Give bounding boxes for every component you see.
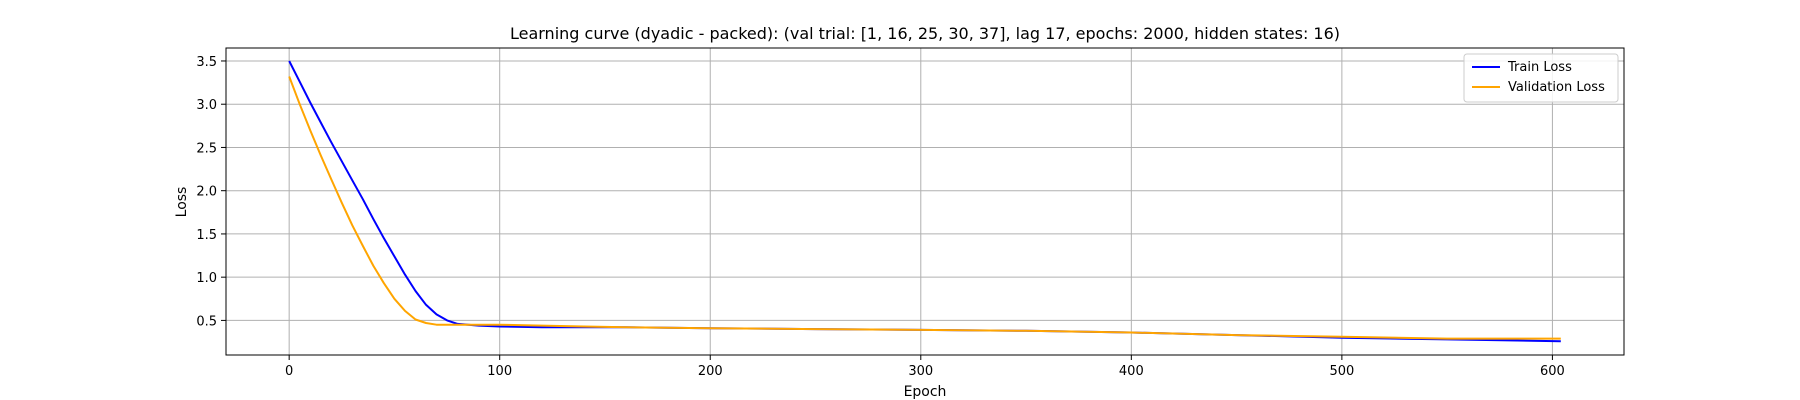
legend-box [1463,53,1619,103]
legend-label-validation-loss: Validation Loss [1508,80,1605,95]
y-tick-label: 1.0 [196,271,217,286]
y-axis-label: Loss [174,187,190,218]
x-axis-ticks: 0 100 200 300 400 500 600 [285,355,1565,379]
series-line-train-loss [288,60,1561,343]
series-lines [288,60,1561,343]
series-line-validation-loss [288,76,1561,340]
y-tick-label: 0.5 [196,314,217,329]
y-tick-label: 3.0 [196,98,217,113]
x-tick-label: 500 [1329,364,1354,379]
x-tick-label: 200 [698,364,723,379]
y-axis-ticks: 0.5 1.0 1.5 2.0 2.5 3.0 3.5 [196,55,226,329]
legend: Train Loss Validation Loss [1463,53,1619,103]
y-tick-label: 3.5 [196,55,217,70]
chart-title: Learning curve (dyadic - packed): (val t… [510,24,1340,43]
y-tick-label: 1.5 [196,228,217,243]
x-tick-label: 0 [285,364,293,379]
x-tick-label: 600 [1540,364,1565,379]
x-tick-label: 400 [1119,364,1144,379]
x-axis-label: Epoch [904,384,947,400]
y-tick-label: 2.5 [196,141,217,156]
y-tick-label: 2.0 [196,185,217,200]
grid-lines [226,48,1624,355]
legend-label-train-loss: Train Loss [1507,60,1572,75]
plot-frame [225,47,1625,356]
x-tick-label: 300 [908,364,933,379]
x-tick-label: 100 [487,364,512,379]
